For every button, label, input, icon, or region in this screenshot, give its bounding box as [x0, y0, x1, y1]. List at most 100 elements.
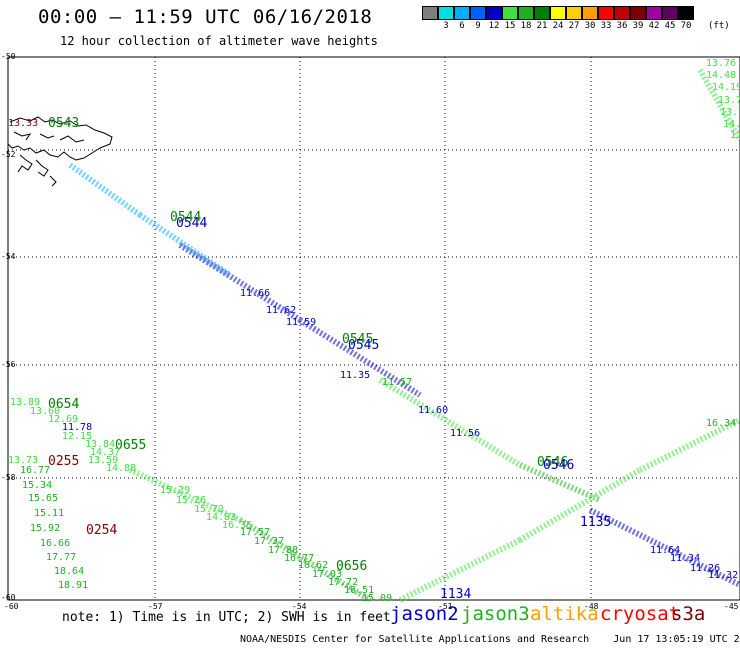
wave-height-value: 11.59 — [286, 317, 317, 328]
lon-label: -60 — [4, 602, 19, 611]
wave-height-value: 16.35 — [222, 520, 253, 531]
wave-height-value: 14. — [723, 119, 740, 130]
wave-height-value: 15.72 — [194, 504, 225, 515]
page-title: 00:00 – 11:59 UTC 06/16/2018 — [38, 6, 373, 28]
scale-swatch — [518, 6, 534, 20]
wave-height-value: 17.03 — [312, 569, 343, 580]
scale-swatch — [502, 6, 518, 20]
wave-height-value: 13.76 — [706, 58, 737, 69]
scale-label: 39 — [632, 21, 644, 31]
footer-credit: NOAA/NESDIS Center for Satellite Applica… — [240, 634, 740, 645]
map-grid — [8, 57, 740, 600]
wave-height-value: 14.88 — [106, 463, 137, 474]
scale-swatch — [662, 6, 678, 20]
scale-label: 6 — [459, 21, 465, 31]
wave-height-value: 11.35 — [340, 370, 371, 381]
wave-height-value: 12.15 — [62, 431, 93, 442]
wave-height-value: 16.62 — [298, 560, 329, 571]
scale-swatch — [630, 6, 646, 20]
wave-height-value: 13.60 — [30, 406, 61, 417]
wave-height-value: 15.09 — [362, 593, 393, 604]
wave-height-value: 15.65 — [28, 493, 59, 504]
wave-height-value: 15.26 — [176, 495, 207, 506]
wave-height-value: 17.37 — [254, 536, 285, 547]
pass-label: 0655 — [115, 438, 147, 453]
wave-height-value: 11.26 — [690, 563, 721, 574]
pass-label: 0544 — [176, 216, 208, 231]
lon-label: -57 — [148, 602, 163, 611]
wave-height-value: 11.56 — [450, 428, 481, 439]
pass-label: 0545 — [342, 332, 374, 347]
scale-label: 15 — [504, 21, 516, 31]
wave-height-value: 16.77 — [20, 465, 51, 476]
wave-height-value: 17.72 — [328, 577, 359, 588]
scale-label: 70 — [680, 21, 692, 31]
wave-height-value: 13.84 — [85, 439, 116, 450]
wave-height-value: 13.89 — [10, 397, 41, 408]
scale-swatch — [534, 6, 550, 20]
wave-height-scale — [422, 6, 694, 20]
pass-label: 1134 — [440, 587, 472, 602]
lon-label: -51 — [438, 602, 453, 611]
scale-label: 27 — [568, 21, 580, 31]
scale-swatch — [582, 6, 598, 20]
wave-height-value: 11.32 — [708, 570, 739, 581]
lat-label: -58 — [1, 473, 16, 482]
scale-swatch — [550, 6, 566, 20]
coastline — [7, 116, 113, 187]
satellite-legend-s3a: s3a — [671, 603, 706, 625]
wave-height-value: 15.92 — [30, 523, 61, 534]
wave-height-value: 17.77 — [46, 552, 77, 563]
scale-swatch — [438, 6, 454, 20]
wave-height-value: 13.73 — [8, 455, 39, 466]
pass-label: 0545 — [348, 338, 380, 353]
scale-label: 24 — [552, 21, 564, 31]
pass-label: 0546 — [543, 458, 575, 473]
scale-label: 33 — [600, 21, 612, 31]
lon-label: -45 — [724, 602, 739, 611]
wave-height-value: 11.60 — [418, 405, 449, 416]
scale-label: 21 — [536, 21, 548, 31]
map-frame — [7, 56, 740, 601]
scale-swatch — [470, 6, 486, 20]
scale-label: 3 — [443, 21, 449, 31]
scale-swatch — [422, 6, 438, 20]
lat-label: -52 — [1, 150, 16, 159]
wave-height-value: 11.64 — [650, 545, 681, 556]
wave-height-value: 15.34 — [22, 480, 53, 491]
satellite-legend-jason2: jason2 — [390, 603, 459, 625]
satellite-legend-jason3: jason3 — [461, 603, 530, 625]
wave-height-value: 11.66 — [240, 288, 271, 299]
wave-height-value: 18.64 — [54, 566, 85, 577]
lon-label: -54 — [292, 602, 307, 611]
lat-label: -54 — [1, 252, 16, 261]
wave-height-value: 14.83 — [206, 512, 237, 523]
wave-height-value: 14.19 — [712, 82, 740, 93]
wave-height-value: 13.7 — [720, 107, 740, 118]
wave-height-value: 13. — [730, 130, 740, 141]
track-lines — [68, 68, 740, 603]
lat-label: -56 — [1, 360, 16, 369]
lon-label: -48 — [584, 602, 599, 611]
scale-label: 42 — [648, 21, 660, 31]
scale-label: 36 — [616, 21, 628, 31]
wave-height-value: 13.59 — [88, 455, 119, 466]
pass-label: 0254 — [86, 523, 118, 538]
wave-height-value: 13.33 — [8, 118, 39, 129]
altimeter-map — [7, 56, 740, 603]
wave-height-value: 11.34 — [670, 553, 701, 564]
satellite-legend-altika: altika — [530, 603, 599, 625]
scale-label: 18 — [520, 21, 532, 31]
wave-height-value: 12.69 — [48, 414, 79, 425]
scale-label: 45 — [664, 21, 676, 31]
scale-label: 12 — [488, 21, 500, 31]
wave-height-value: 18.91 — [58, 580, 89, 591]
pass-label: 0544 — [170, 210, 202, 225]
page-subtitle: 12 hour collection of altimeter wave hei… — [60, 34, 378, 48]
lat-label: -60 — [1, 593, 16, 602]
wave-height-value: 17.57 — [240, 527, 271, 538]
wave-height-value: 16.34 — [706, 418, 737, 429]
wave-height-value: 11.78 — [62, 422, 93, 433]
scale-swatch — [454, 6, 470, 20]
pass-label: 0656 — [336, 559, 368, 574]
